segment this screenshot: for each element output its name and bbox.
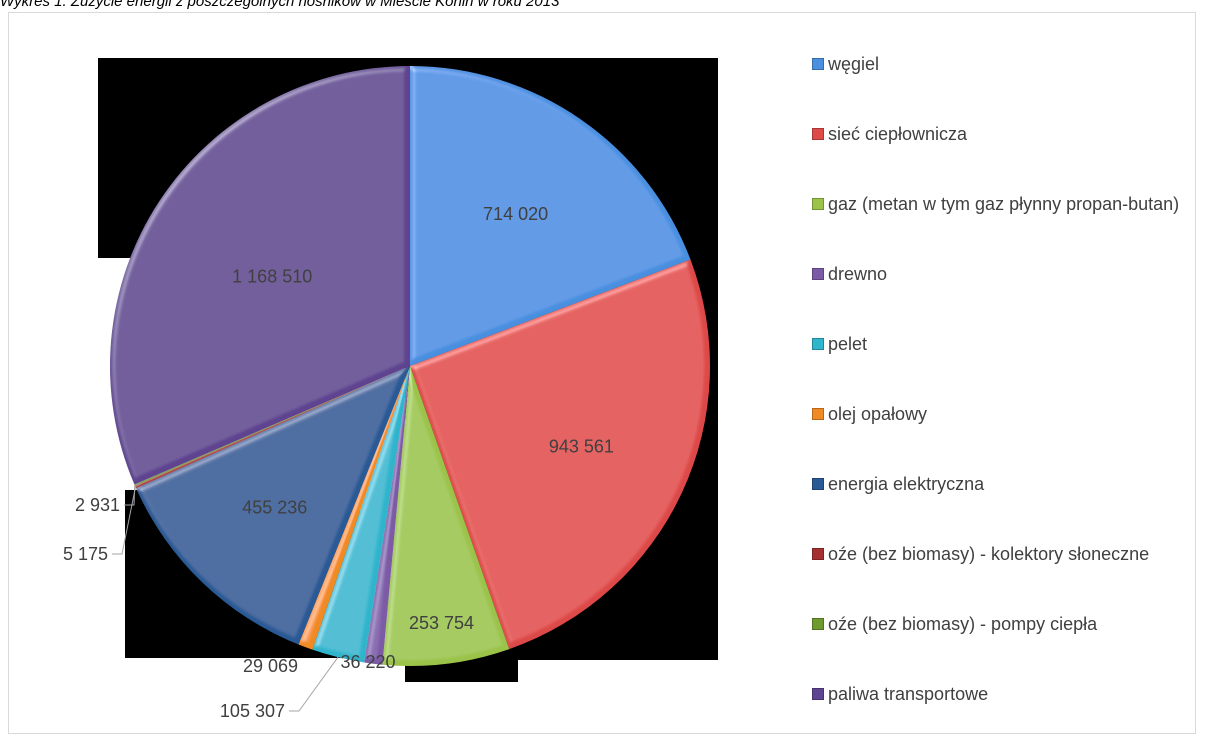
data-label-gaz-metan-w-tym-gaz-p-ynny-propan-butan: 253 754 xyxy=(409,613,474,633)
slice-paliwa-transportowe xyxy=(110,66,410,485)
legend-swatch xyxy=(812,478,824,490)
legend-label: węgiel xyxy=(828,54,880,74)
legend-label: gaz (metan w tym gaz płynny propan-butan… xyxy=(828,194,1180,214)
legend-item-olej-opa-owy: olej opałowy xyxy=(812,402,1202,426)
legend-swatch xyxy=(812,268,824,280)
legend-swatch xyxy=(812,548,824,560)
data-label-olej-opa-owy: 29 069 xyxy=(243,656,298,676)
slice-o-e-bez-biomasy-pompy-ciep-a xyxy=(134,366,410,486)
legend-swatch xyxy=(812,198,824,210)
legend-swatch xyxy=(812,58,824,70)
legend-label: oźe (bez biomasy) - kolektory słoneczne xyxy=(828,544,1150,564)
slice-o-e-bez-biomasy-kolektory-s-oneczne xyxy=(135,366,410,489)
legend-label: pelet xyxy=(828,334,868,354)
data-label-paliwa-transportowe: 1 168 510 xyxy=(232,266,312,286)
legend-label: olej opałowy xyxy=(828,404,928,424)
legend-item-pelet: pelet xyxy=(812,332,1202,356)
legend-item-energia-elektryczna: energia elektryczna xyxy=(812,472,1202,496)
legend-item-sie-ciep-ownicza: sieć ciepłownicza xyxy=(812,122,1202,146)
slice-olej-opa-owy xyxy=(298,366,410,650)
legend-item-drewno: drewno xyxy=(812,262,1202,286)
data-label-energia-elektryczna: 455 236 xyxy=(242,498,307,518)
legend-item-o-e-bez-biomasy-kolektory-s-oneczne: oźe (bez biomasy) - kolektory słoneczne xyxy=(812,542,1202,566)
legend-label: oźe (bez biomasy) - pompy ciepła xyxy=(828,614,1098,634)
legend-swatch xyxy=(812,128,824,140)
legend-swatch xyxy=(812,408,824,420)
slice-sie-ciep-ownicza xyxy=(410,259,710,650)
data-label-o-e-bez-biomasy-kolektory-s-oneczne: 5 175 xyxy=(63,544,108,564)
data-label-drewno: 36 220 xyxy=(340,652,395,672)
slice-energia-elektryczna xyxy=(136,366,410,645)
legend-item-o-e-bez-biomasy-pompy-ciep-a: oźe (bez biomasy) - pompy ciepła xyxy=(812,612,1202,636)
slice-pelet xyxy=(312,366,410,663)
data-label-o-e-bez-biomasy-pompy-ciep-a: 2 931 xyxy=(75,495,120,515)
legend-label: sieć ciepłownicza xyxy=(828,124,968,144)
legend-label: drewno xyxy=(828,264,888,284)
legend-item-gaz-metan-w-tym-gaz-p-ynny-propan-butan: gaz (metan w tym gaz płynny propan-butan… xyxy=(812,192,1202,216)
chart-caption: Wykres 1. Zużycie energii z poszczególny… xyxy=(0,0,560,10)
legend-swatch xyxy=(812,688,824,700)
data-label-w-giel: 714 020 xyxy=(483,204,548,224)
legend-item-paliwa-transportowe: paliwa transportowe xyxy=(812,682,1202,706)
leader-line-pelet xyxy=(289,656,339,712)
data-label-pelet: 105 307 xyxy=(220,701,285,721)
legend-swatch xyxy=(812,338,824,350)
slice-gaz-metan-w-tym-gaz-p-ynny-propan-butan xyxy=(382,366,510,667)
legend-item-w-giel: węgiel xyxy=(812,52,1202,76)
legend-label: energia elektryczna xyxy=(828,474,985,494)
slice-w-giel xyxy=(410,66,691,366)
legend-label: paliwa transportowe xyxy=(828,684,989,704)
slice-drewno xyxy=(364,366,410,665)
legend-swatch xyxy=(812,618,824,630)
data-label-sie-ciep-ownicza: 943 561 xyxy=(549,437,614,457)
leader-line-o-e-bez-biomasy-pompy-ciep-a xyxy=(124,485,136,506)
leader-line-o-e-bez-biomasy-kolektory-s-oneczne xyxy=(112,487,136,555)
